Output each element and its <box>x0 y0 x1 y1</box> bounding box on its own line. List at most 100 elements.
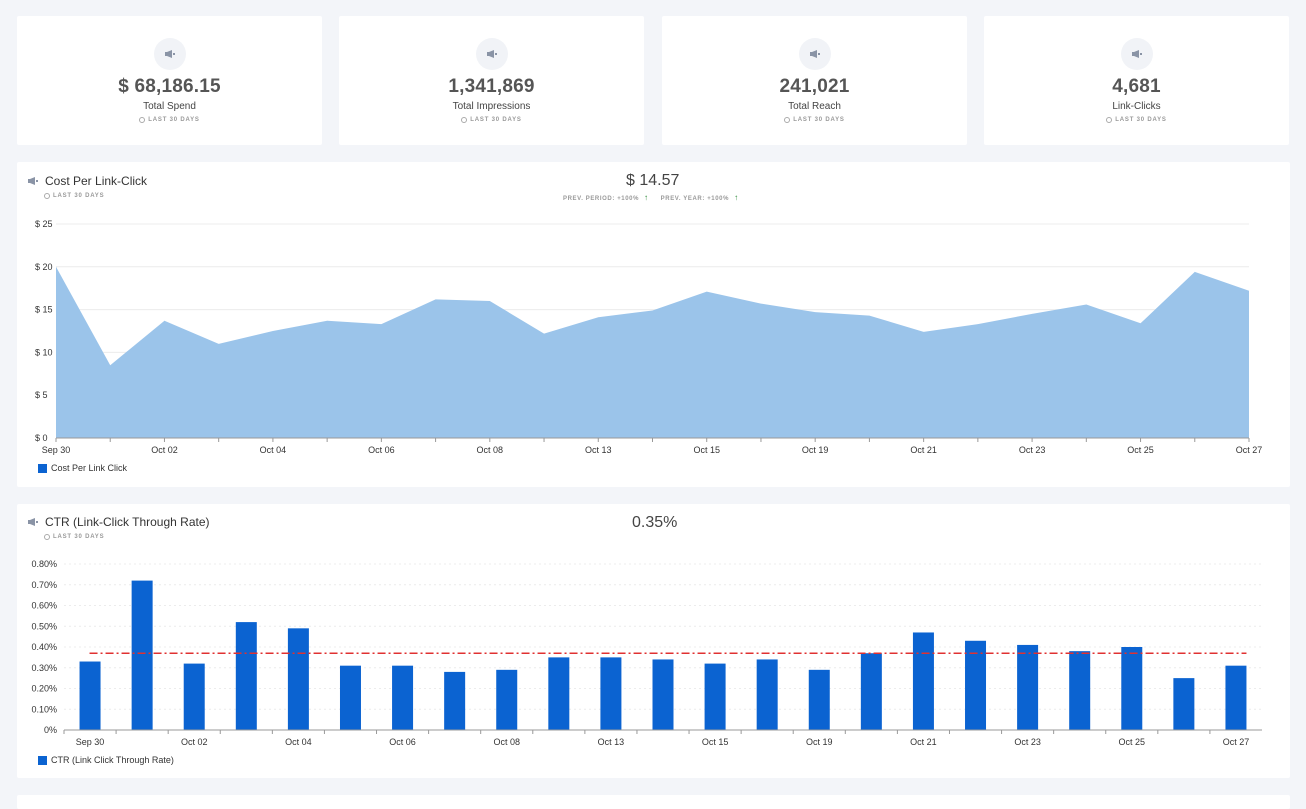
cpc-legend[interactable]: Cost Per Link Click <box>38 463 127 473</box>
bar <box>965 640 987 730</box>
bar <box>1017 644 1039 730</box>
x-tick-label: Sep 30 <box>76 737 105 747</box>
period-label: LAST 30 DAYS <box>53 534 105 540</box>
x-tick-label: Oct 23 <box>1019 445 1046 455</box>
x-tick-label: Oct 02 <box>151 445 178 455</box>
bar <box>756 659 778 730</box>
stat-label: Total Impressions <box>452 101 531 112</box>
stat-label: Total Spend <box>143 101 196 112</box>
period-label: LAST 30 DAYS <box>1115 117 1167 123</box>
bar <box>496 669 518 730</box>
y-tick-label: 0.50% <box>31 621 57 631</box>
y-tick-label: $ 25 <box>35 219 53 229</box>
y-tick-label: 0.60% <box>31 601 57 611</box>
y-tick-label: 0.20% <box>31 684 57 694</box>
x-tick-label: Oct 04 <box>260 445 287 455</box>
bar <box>235 622 257 730</box>
arrow-up-icon: ↑ <box>644 193 649 202</box>
panel-title-text: CTR (Link-Click Through Rate) <box>45 515 210 529</box>
cpc-value: $ 14.57 <box>626 172 680 189</box>
bar <box>183 663 205 730</box>
stat-card-total-spend: $ 68,186.15 Total Spend LAST 30 DAYS <box>17 16 322 145</box>
x-tick-label: Oct 08 <box>477 445 504 455</box>
bar <box>1173 678 1195 730</box>
stat-label: Total Reach <box>788 101 841 112</box>
bar <box>339 665 361 730</box>
megaphone-icon <box>475 38 508 70</box>
bar <box>444 671 466 730</box>
bar <box>131 580 153 730</box>
y-tick-label: 0.80% <box>31 559 57 569</box>
x-tick-label: Sep 30 <box>42 445 71 455</box>
panel-title-text: Cost Per Link-Click <box>45 174 148 188</box>
y-tick-label: 0% <box>44 725 57 735</box>
bar <box>1225 665 1247 730</box>
y-tick-label: $ 20 <box>35 262 53 272</box>
stat-value: 4,681 <box>1112 76 1161 97</box>
legend-label: CTR (Link Click Through Rate) <box>51 755 174 765</box>
y-tick-label: $ 0 <box>35 433 48 443</box>
ctr-legend[interactable]: CTR (Link Click Through Rate) <box>38 755 174 765</box>
y-tick-label: $ 10 <box>35 347 53 357</box>
stat-card-total-impressions: 1,341,869 Total Impressions LAST 30 DAYS <box>339 16 644 145</box>
next-panel <box>17 795 1290 809</box>
x-tick-label: Oct 13 <box>598 737 625 747</box>
ctr-period: LAST 30 DAYS <box>44 534 104 540</box>
x-tick-label: Oct 21 <box>910 445 937 455</box>
y-tick-label: 0.70% <box>31 580 57 590</box>
y-tick-label: 0.10% <box>31 704 57 714</box>
period-label: LAST 30 DAYS <box>53 193 105 199</box>
cpc-compare: PREV. PERIOD: +100% ↑ PREV. YEAR: +100% ↑ <box>563 193 739 202</box>
x-tick-label: Oct 23 <box>1014 737 1041 747</box>
stat-value: 241,021 <box>779 76 850 97</box>
ctr-panel <box>17 504 1290 778</box>
period-label: LAST 30 DAYS <box>470 117 522 123</box>
x-tick-label: Oct 25 <box>1127 445 1154 455</box>
x-tick-label: Oct 06 <box>368 445 395 455</box>
stat-value: 1,341,869 <box>448 76 535 97</box>
megaphone-icon <box>153 38 186 70</box>
ctr-value: 0.35% <box>632 514 678 531</box>
y-tick-label: $ 5 <box>35 390 48 400</box>
megaphone-icon <box>798 38 831 70</box>
bar <box>652 659 674 730</box>
megaphone-icon <box>28 177 38 185</box>
area-series <box>56 266 1249 438</box>
x-tick-label: Oct 21 <box>910 737 937 747</box>
stat-card-total-reach: 241,021 Total Reach LAST 30 DAYS <box>662 16 967 145</box>
bar <box>287 628 309 730</box>
x-tick-label: Oct 06 <box>389 737 416 747</box>
y-tick-label: 0.40% <box>31 642 57 652</box>
x-tick-label: Oct 19 <box>806 737 833 747</box>
bar <box>808 669 830 730</box>
ctr-title: CTR (Link-Click Through Rate) <box>27 515 210 529</box>
bar <box>548 657 570 730</box>
x-tick-label: Oct 15 <box>693 445 720 455</box>
x-tick-label: Oct 02 <box>181 737 208 747</box>
stat-label: Link-Clicks <box>1112 101 1161 112</box>
globe-icon <box>44 193 50 199</box>
bar <box>860 653 882 730</box>
megaphone-icon <box>28 518 38 526</box>
period-label: LAST 30 DAYS <box>793 117 845 123</box>
prev-year: PREV. YEAR: +100% <box>660 196 730 202</box>
legend-swatch <box>38 755 47 765</box>
stat-card-link-clicks: 4,681 Link-Clicks LAST 30 DAYS <box>984 16 1289 145</box>
legend-label: Cost Per Link Click <box>51 463 128 473</box>
x-tick-label: Oct 13 <box>585 445 612 455</box>
megaphone-icon <box>1120 38 1153 70</box>
bar <box>1069 651 1091 730</box>
x-tick-label: Oct 27 <box>1223 737 1250 747</box>
x-tick-label: Oct 19 <box>802 445 829 455</box>
stat-value: $ 68,186.15 <box>118 76 221 97</box>
prev-period: PREV. PERIOD: +100% <box>563 196 640 202</box>
legend-swatch <box>38 463 47 473</box>
period-label: LAST 30 DAYS <box>148 117 200 123</box>
globe-icon <box>461 117 468 123</box>
arrow-up-icon: ↑ <box>734 193 739 202</box>
y-tick-label: $ 15 <box>35 305 53 315</box>
bar <box>912 632 934 730</box>
x-tick-label: Oct 04 <box>285 737 312 747</box>
